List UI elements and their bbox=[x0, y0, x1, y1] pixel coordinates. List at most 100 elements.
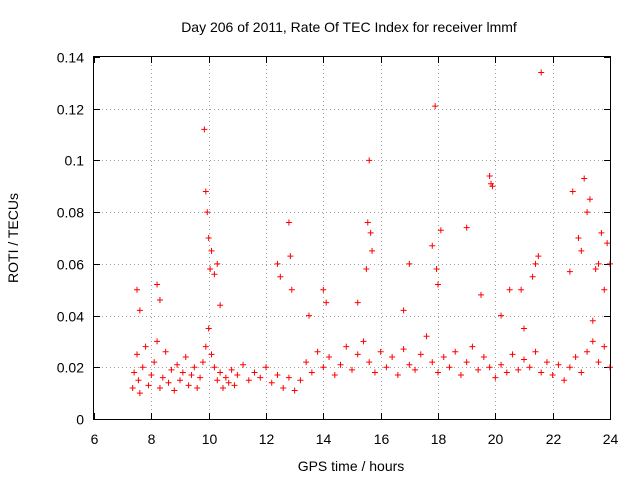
data-point bbox=[191, 364, 198, 371]
data-point bbox=[285, 219, 292, 226]
plot-frame bbox=[93, 56, 611, 420]
data-point bbox=[498, 361, 505, 368]
data-point bbox=[584, 209, 591, 216]
data-point bbox=[139, 364, 146, 371]
data-point bbox=[538, 69, 545, 76]
data-point bbox=[326, 353, 333, 360]
data-point bbox=[538, 369, 545, 376]
data-point bbox=[257, 374, 264, 381]
data-point bbox=[469, 343, 476, 350]
x-tick-label: 12 bbox=[259, 431, 275, 447]
data-point bbox=[182, 353, 189, 360]
chart-title: Day 206 of 2011, Rate Of TEC Index for r… bbox=[181, 19, 517, 35]
data-point bbox=[225, 379, 232, 386]
data-point bbox=[251, 369, 258, 376]
data-point bbox=[217, 302, 224, 309]
data-point bbox=[503, 369, 510, 376]
y-tick-label: 0 bbox=[76, 412, 84, 428]
data-point bbox=[480, 353, 487, 360]
y-tick-label: 0.04 bbox=[57, 309, 84, 325]
x-tick-label: 22 bbox=[546, 431, 562, 447]
data-point bbox=[174, 361, 181, 368]
data-point bbox=[188, 372, 195, 379]
data-point bbox=[498, 312, 505, 319]
data-point bbox=[331, 372, 338, 379]
data-point bbox=[578, 247, 585, 254]
data-point bbox=[364, 219, 371, 226]
x-tick-label: 24 bbox=[603, 431, 619, 447]
data-point bbox=[194, 384, 201, 391]
data-point bbox=[208, 247, 215, 254]
data-point bbox=[521, 325, 527, 332]
data-point bbox=[486, 172, 493, 179]
data-point bbox=[354, 351, 361, 358]
data-point bbox=[156, 384, 163, 391]
data-point bbox=[532, 260, 539, 267]
data-point bbox=[197, 374, 204, 381]
data-point bbox=[162, 348, 169, 355]
data-point bbox=[549, 372, 556, 379]
data-point bbox=[291, 387, 298, 394]
data-point bbox=[506, 286, 513, 293]
data-point bbox=[274, 260, 281, 267]
data-point bbox=[417, 351, 424, 358]
data-point bbox=[400, 307, 407, 314]
data-point bbox=[205, 325, 212, 332]
data-point bbox=[171, 387, 178, 394]
data-point bbox=[208, 351, 215, 358]
x-axis-label: GPS time / hours bbox=[298, 458, 405, 474]
data-point bbox=[586, 196, 593, 203]
data-point bbox=[308, 369, 315, 376]
y-tick-label: 0.08 bbox=[57, 205, 84, 221]
data-point bbox=[581, 175, 588, 182]
data-point bbox=[432, 103, 439, 110]
data-point bbox=[337, 361, 344, 368]
data-point bbox=[134, 286, 140, 293]
data-point bbox=[429, 359, 436, 366]
data-point bbox=[569, 188, 576, 195]
data-point bbox=[148, 372, 155, 379]
data-point bbox=[135, 377, 142, 384]
data-point bbox=[595, 260, 602, 267]
data-point bbox=[389, 353, 396, 360]
data-point bbox=[185, 382, 192, 389]
data-point bbox=[320, 364, 327, 371]
data-point bbox=[529, 273, 536, 280]
data-point bbox=[202, 188, 209, 195]
data-point bbox=[165, 379, 172, 386]
x-tick-label: 6 bbox=[91, 431, 99, 447]
data-point bbox=[367, 229, 374, 236]
data-point bbox=[168, 366, 175, 373]
data-point bbox=[575, 235, 582, 241]
data-point bbox=[234, 372, 241, 379]
data-point bbox=[532, 348, 539, 355]
data-point bbox=[433, 266, 440, 273]
x-tick-label: 10 bbox=[202, 431, 218, 447]
data-point bbox=[263, 364, 269, 371]
data-point bbox=[222, 374, 229, 381]
x-tick-label: 8 bbox=[148, 431, 156, 447]
data-point bbox=[394, 372, 401, 379]
data-point bbox=[406, 260, 413, 267]
data-point bbox=[535, 253, 542, 260]
data-point bbox=[288, 286, 295, 293]
data-point bbox=[314, 348, 321, 355]
data-point bbox=[406, 361, 413, 368]
data-point bbox=[285, 374, 292, 381]
y-tick-label: 0.06 bbox=[57, 257, 84, 273]
data-point bbox=[429, 242, 436, 249]
data-point bbox=[306, 312, 312, 319]
data-point bbox=[201, 126, 208, 133]
data-point bbox=[598, 229, 605, 236]
data-point bbox=[268, 379, 275, 386]
tick-layer: 6 8 10 12 14 16 18 20 22 24 0 0.02 0.04 0.06 0.08 0.1 0.… bbox=[57, 50, 619, 448]
data-point bbox=[204, 209, 211, 216]
data-point bbox=[274, 372, 281, 379]
x-tick-label: 16 bbox=[374, 431, 390, 447]
data-point bbox=[220, 384, 226, 391]
data-point bbox=[303, 359, 310, 366]
data-point bbox=[211, 364, 218, 371]
data-point bbox=[371, 369, 378, 376]
x-tick-label: 20 bbox=[488, 431, 504, 447]
